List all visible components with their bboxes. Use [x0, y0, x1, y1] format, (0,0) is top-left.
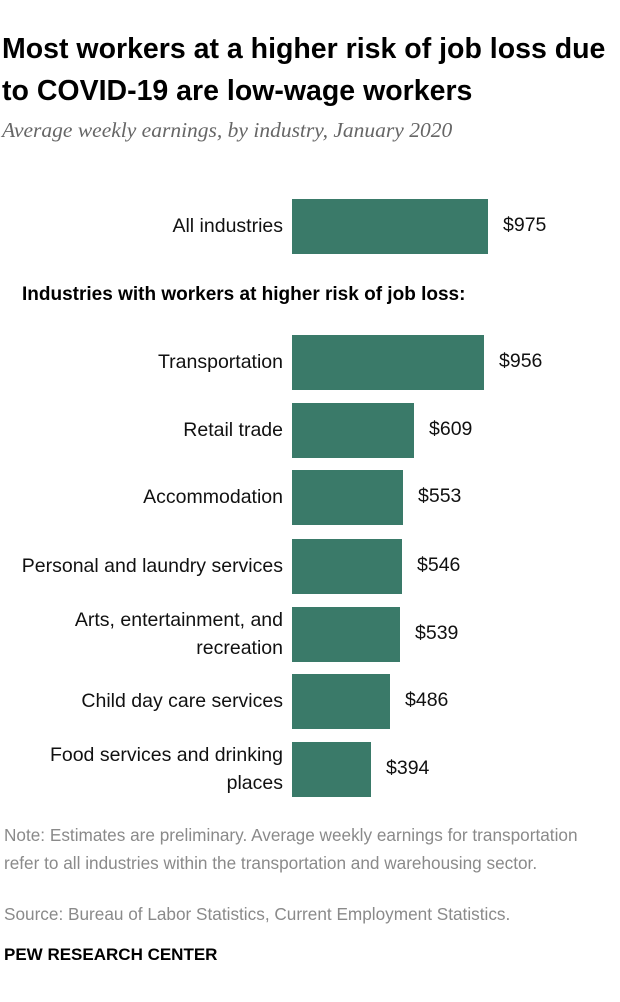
value-label: $975 [503, 214, 547, 236]
value-label: $486 [405, 689, 449, 711]
category-label: Food services and drinking places [49, 744, 283, 794]
group-header: Industries with workers at higher risk o… [22, 284, 466, 305]
bar [292, 334, 484, 390]
bar [292, 402, 414, 458]
bar [292, 606, 400, 662]
value-label: $394 [386, 757, 430, 779]
category-label: Retail trade [183, 419, 283, 441]
org-name: PEW RESEARCH CENTER [4, 945, 218, 964]
category-label: Transportation [157, 351, 283, 373]
value-label: $553 [418, 485, 462, 507]
category-label: Arts, entertainment, and recreation [74, 609, 283, 659]
category-label: Child day care services [81, 690, 283, 712]
value-label: $956 [499, 350, 543, 372]
category-label: All industries [172, 215, 283, 237]
chart-note: Note: Estimates are preliminary. Average… [4, 825, 578, 873]
bar [292, 198, 488, 254]
chart-source: Source: Bureau of Labor Statistics, Curr… [4, 904, 511, 924]
category-label: Personal and laundry services [21, 555, 283, 577]
value-label: $609 [429, 418, 473, 440]
value-label: $539 [415, 622, 459, 644]
chart-title: Most workers at a higher risk of job los… [2, 33, 606, 107]
value-label: $546 [417, 554, 461, 576]
bar [292, 673, 390, 729]
category-label: Accommodation [143, 486, 283, 508]
bar [292, 538, 402, 594]
chart-subtitle: Average weekly earnings, by industry, Ja… [2, 118, 453, 142]
bar [292, 741, 371, 797]
bar [292, 469, 403, 525]
